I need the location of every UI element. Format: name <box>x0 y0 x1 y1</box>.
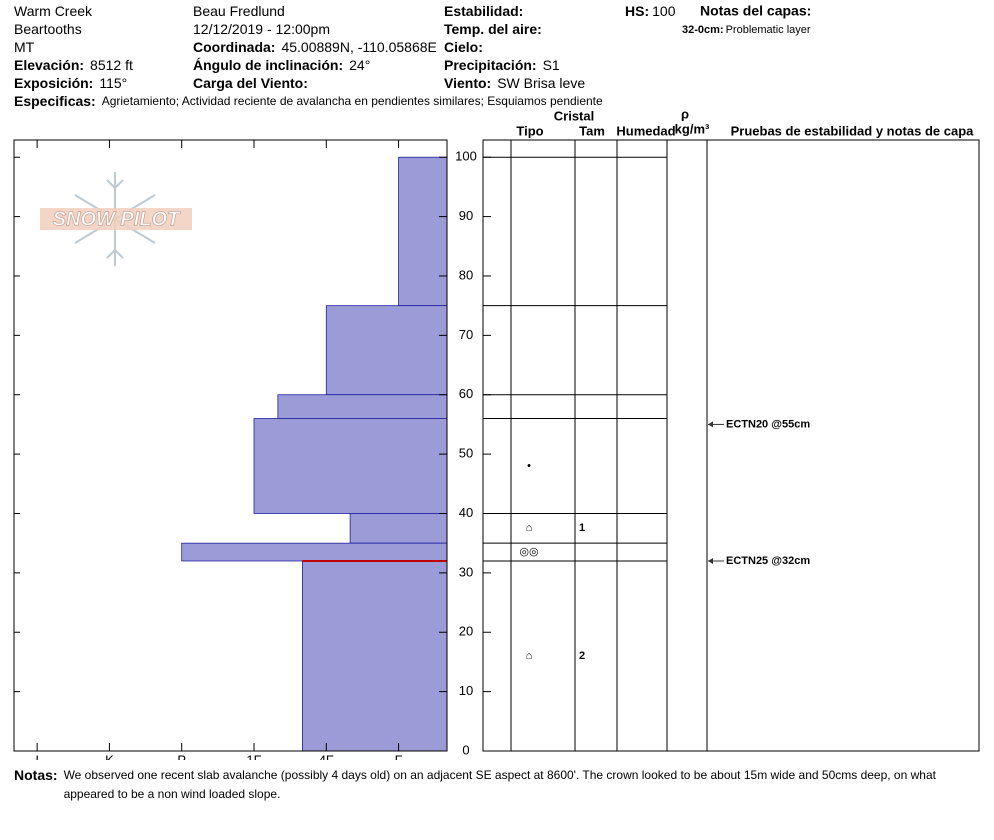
notes: Notas: We observed one recent slab avalan… <box>14 766 964 804</box>
header-field: Warm Creek <box>14 3 93 19</box>
specifics-label: Especificas: <box>14 93 96 109</box>
hardness-frame <box>13 139 448 752</box>
hardness-bar <box>253 418 448 514</box>
field-value: MT <box>14 39 35 55</box>
field-label: Carga del Viento: <box>193 75 308 91</box>
header-field: Precipitación: S1 <box>444 57 560 73</box>
hardness-bar <box>325 305 448 396</box>
arrow-head <box>708 557 713 564</box>
field-label: Precipitación: <box>444 57 537 73</box>
field-value: Beau Fredlund <box>193 3 285 19</box>
hardness-bar <box>277 394 448 419</box>
column-header: ρ <box>681 106 689 121</box>
x-tick-label: 4F <box>319 752 334 760</box>
column-header: Cristal <box>554 108 594 123</box>
hardness-bar <box>181 542 448 562</box>
field-value: 8512 ft <box>90 57 133 73</box>
hs: HS: 100 <box>625 3 676 19</box>
grain-form: ⌂ <box>526 522 533 534</box>
hardness-bar <box>302 560 448 752</box>
x-tick-label: F <box>395 752 403 760</box>
y-tick-label: 40 <box>459 505 473 520</box>
y-tick-label: 50 <box>459 446 473 461</box>
hardness-bar <box>349 513 448 544</box>
field-label: Exposición: <box>14 75 93 91</box>
test-label: ECTN20 @55cm <box>726 418 810 430</box>
x-tick-label: K <box>105 752 114 760</box>
field-label: Ángulo de inclinación: <box>193 57 343 73</box>
y-tick-label: 20 <box>459 624 473 639</box>
grain-form: • <box>527 460 531 472</box>
field-value: 45.00889N, -110.05868E <box>281 39 436 55</box>
y-tick-label: 90 <box>459 208 473 223</box>
field-value: Warm Creek <box>14 3 93 19</box>
logo-band <box>40 208 192 230</box>
field-value: 115° <box>99 75 127 91</box>
layer-note-range: 32-0cm: <box>682 24 724 36</box>
arrow-head <box>708 421 713 428</box>
header-field: Elevación: 8512 ft <box>14 57 133 73</box>
header-field: Beartooths <box>14 21 82 37</box>
hs-label: HS: <box>625 3 649 19</box>
header-field: Temp. del aire: <box>444 21 542 37</box>
hs-value: 100 <box>652 3 676 19</box>
y-tick-label: 10 <box>459 683 473 698</box>
layer-note-text: Problematic layer <box>726 24 811 36</box>
field-label: Estabilidad: <box>444 3 523 19</box>
x-tick-label: I <box>35 752 39 760</box>
header-field: Viento: SW Brisa leve <box>444 75 585 91</box>
y-tick-label: 70 <box>459 327 473 342</box>
logo-text: SNOW PILOT <box>53 208 181 230</box>
grain-size: 2 <box>579 650 585 662</box>
header-field: Estabilidad: <box>444 3 523 19</box>
field-value: 24° <box>349 57 370 73</box>
snow-profile: SNOW PILOT Warm Creek Beartooths MT Elevaci… <box>13 3 980 760</box>
field-label: Cielo: <box>444 39 483 55</box>
column-header: Pruebas de estabilidad y notas de capa <box>731 123 975 138</box>
header-field: 12/12/2019 - 12:00pm <box>193 21 330 37</box>
grain-size: 1 <box>579 522 585 534</box>
test-label: ECTN25 @32cm <box>726 555 810 567</box>
header-field: Exposición: 115° <box>14 75 127 91</box>
field-value: Beartooths <box>14 21 82 37</box>
column-header: Humedad <box>616 123 675 138</box>
y-tick-label: 100 <box>455 149 477 164</box>
field-label: Temp. del aire: <box>444 21 542 37</box>
x-tick-label: P <box>177 752 186 760</box>
field-value: S1 <box>543 57 560 73</box>
y-tick-label: 60 <box>459 386 473 401</box>
header-field: Carga del Viento: <box>193 75 308 91</box>
layer-note: 32-0cm: Problematic layer <box>682 24 811 36</box>
field-value: SW Brisa leve <box>497 75 585 91</box>
column-header: Tipo <box>516 123 543 138</box>
y-tick-label: 80 <box>459 267 473 282</box>
y-tick-label: 30 <box>459 564 473 579</box>
column-header: kg/m³ <box>675 121 710 136</box>
field-label: Elevación: <box>14 57 84 73</box>
specifics: Especificas: Agrietamiento; Actividad rec… <box>14 93 603 109</box>
table-frame <box>482 139 980 752</box>
hardness-bar <box>398 156 448 307</box>
header-field: Cielo: <box>444 39 483 55</box>
grain-form: ⌂ <box>526 650 533 662</box>
field-label: Viento: <box>444 75 491 91</box>
header-field: Ángulo de inclinación: 24° <box>193 57 370 73</box>
specifics-value: Agrietamiento; Actividad reciente de ava… <box>102 94 603 108</box>
layer-notes-title: Notas del capas: <box>700 3 811 19</box>
header-field: Beau Fredlund <box>193 3 285 19</box>
notes-text: We observed one recent slab avalanche (p… <box>63 768 936 801</box>
grain-form: ◎◎ <box>519 546 538 558</box>
column-header: Tam <box>579 123 605 138</box>
header-field: Coordinada: 45.00889N, -110.05868E <box>193 39 437 55</box>
field-value: 12/12/2019 - 12:00pm <box>193 21 330 37</box>
y-tick-label: 0 <box>462 742 469 757</box>
header-field: MT <box>14 39 35 55</box>
x-tick-label: 1F <box>246 752 261 760</box>
field-label: Coordinada: <box>193 39 275 55</box>
notes-label: Notas: <box>14 767 58 783</box>
